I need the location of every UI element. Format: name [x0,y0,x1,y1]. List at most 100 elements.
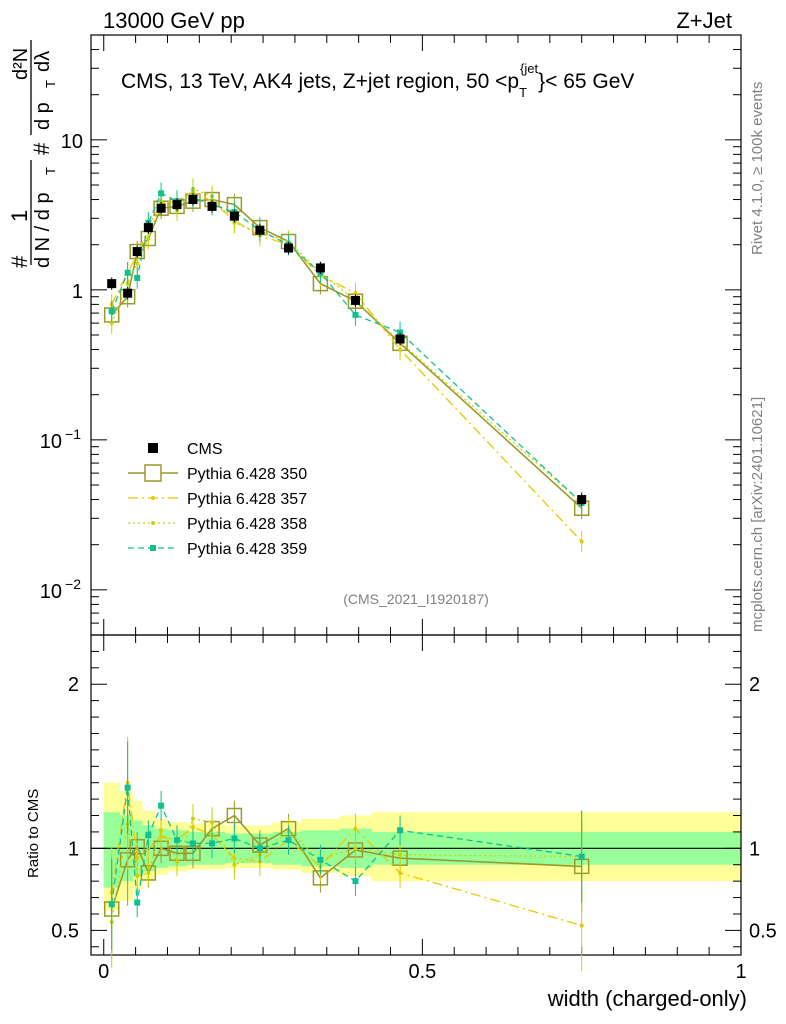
ratio-y-tick-label-right: 0.5 [749,920,777,942]
series-marker [124,269,131,276]
cms-marker [315,263,325,273]
ylabel-dpt: d p [32,102,54,130]
cms-marker [229,211,239,221]
cms-marker [207,201,217,211]
ratio-marker [579,923,584,928]
ratio-axis-ticks: 0.5 0.51 12 20 0.5 1 [51,634,777,983]
legend-label: Pythia 6.428 350 [187,466,307,483]
main-panel: CMS, 13 TeV, AK4 jets, Z+jet region, 50 … [40,34,742,636]
ylabel-dlambda: dλ [32,51,54,72]
ylabel-d2N: d²N [10,48,32,80]
cms-marker [143,223,153,233]
series-marker [108,308,115,315]
legend-label: Pythia 6.428 357 [187,491,307,508]
legend-entry: Pythia 6.428 357 [128,491,307,508]
ratio-marker [158,802,165,809]
cms-marker [172,200,182,210]
ratio-marker [174,837,181,844]
ratio-series-line [111,787,582,905]
legend-marker [144,464,162,482]
ratio-y-tick-label-right: 2 [749,674,760,696]
ratio-marker [124,784,131,791]
ratio-y-tick-label-right: 1 [749,838,760,860]
ratio-uncertainty-bands [90,634,742,956]
x-tick-label: 0.5 [408,961,436,983]
ratio-marker [108,901,115,908]
ratio-marker [352,878,359,885]
cms-marker [577,495,587,505]
series-marker [397,329,404,336]
cms-marker [350,295,360,305]
ratio-marker [353,846,358,851]
series-cms-data [107,193,587,506]
ratio-ylabel: Ratio to CMS [25,789,42,878]
ylabel-one: 1 [7,210,32,222]
header-left-label: 13000 GeV pp [103,8,245,33]
series-marker [158,190,165,197]
series-marker [134,274,141,281]
rivet-version-label: Rivet 4.1.0, ≥ 100k events [749,82,766,255]
y-tick-label: 10 −1 [40,426,81,453]
ratio-marker [285,837,292,844]
legend-marker [151,496,155,500]
ylabel-hash-2: # [29,142,54,155]
series-line [111,198,583,509]
series-pythia-6.428-359 [108,182,585,514]
legend-label: Pythia 6.428 358 [187,516,307,533]
ratio-marker [209,840,216,847]
ratio-marker [135,874,140,879]
ylabel-dN-dpt: d N / d p [32,192,54,268]
legend-marker [150,545,156,551]
y-tick-label-base: 10 [40,581,62,603]
legend-label: Pythia 6.428 359 [187,541,307,558]
ratio-marker [398,870,403,875]
ratio-marker [397,827,404,834]
header-right-label: Z+Jet [676,8,732,33]
ratio-marker [190,816,195,821]
series-marker [125,281,130,286]
ratio-marker [398,852,403,857]
ratio-panel: 0.5 0.51 12 20 0.5 1 Ratio to CMS width (char… [25,634,777,1011]
series-marker [352,311,359,318]
legend-entry: Pythia 6.428 350 [128,464,307,483]
ratio-frame [90,634,742,956]
legend-label: CMS [187,441,223,458]
analysis-watermark: (CMS_2021_I1920187) [343,591,489,607]
legend-entry: Pythia 6.428 359 [128,541,307,558]
series-line [111,191,583,542]
cms-marker [188,195,198,205]
ratio-marker [135,856,140,861]
x-tick-label: 0 [98,961,109,983]
y-tick-label-exp: −1 [65,426,81,442]
y-tick-label-exp: −2 [65,576,81,592]
series-pythia-6.428-357 [109,181,584,553]
ratio-marker [578,853,585,860]
ylabel-T-sub-1: T [43,167,58,175]
ratio-marker [134,899,141,906]
legend-entry: CMS [148,441,223,458]
x-tick-label: 1 [735,961,746,983]
x-axis-label: width (charged-only) [547,986,747,1011]
legend-marker [151,521,155,525]
ratio-marker [146,870,151,875]
series-line [111,188,583,504]
ratio-series-pythia-6.428-359 [108,741,585,951]
series-marker [579,539,584,544]
cms-marker [132,247,142,257]
ratio-marker [232,862,237,867]
ratio-marker [226,807,243,824]
series-marker [146,236,151,241]
series-pythia-6.428-350 [103,188,590,520]
ratio-marker [159,828,164,833]
cms-marker [123,288,133,298]
y-tick-label: 10 [61,131,83,153]
main-series [103,178,590,553]
ratio-marker [210,820,215,825]
series-marker [109,321,114,326]
main-title: CMS, 13 TeV, AK4 jets, Z+jet region, 50 … [121,61,634,100]
y-tick-label-base: 10 [40,431,62,453]
ratio-marker [231,835,238,842]
mcplots-label: mcplots.cern.ch [arXiv:2401.10621] [749,397,766,632]
